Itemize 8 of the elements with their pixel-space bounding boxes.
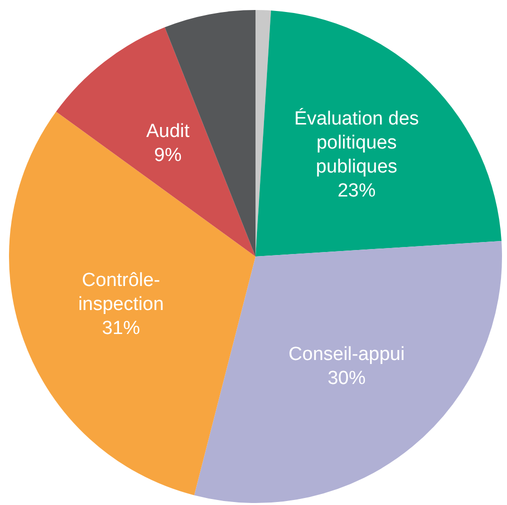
slice-label: Contrôle-inspection bbox=[78, 270, 164, 316]
slice-label: Évaluation des politiques publiques bbox=[294, 108, 419, 178]
data-label: 30% bbox=[328, 368, 366, 389]
data-label: 23% bbox=[338, 180, 376, 202]
slice-label: Conseil-appui bbox=[288, 344, 405, 365]
slice-label: Audit bbox=[146, 120, 190, 142]
data-label: 9% bbox=[154, 144, 182, 166]
data-label: 31% bbox=[102, 318, 140, 340]
